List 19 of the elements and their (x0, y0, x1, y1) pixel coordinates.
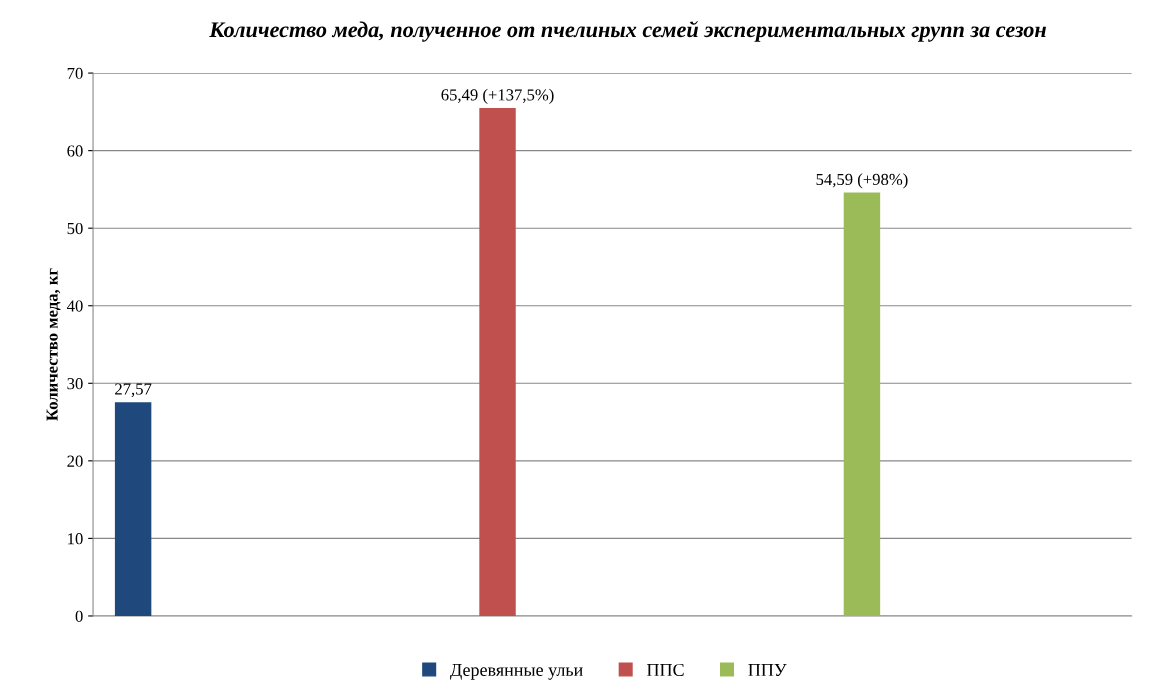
y-tick-label: 60 (67, 145, 83, 157)
data-label: 27,57 (115, 383, 152, 397)
y-tick-label: 20 (67, 455, 83, 467)
data-label: 65,49 (+137,5%) (441, 88, 554, 104)
data-label: 54,59 (+98%) (816, 173, 908, 189)
bar (843, 192, 881, 616)
chart-title: Количество меда, полученное от пчелиных семей экспериментальных групп за сезон (209, 20, 1046, 42)
y-tick-label: 30 (67, 378, 83, 390)
y-tick-label: 70 (67, 67, 83, 80)
y-tick-label: 50 (67, 222, 83, 235)
legend-label: ППС (646, 663, 684, 677)
y-axis-title: Количество меда, кг (46, 268, 61, 421)
y-tick-label: 40 (66, 300, 83, 312)
y-tick-label: 10 (68, 533, 83, 545)
bar (114, 402, 152, 616)
legend-label: ППУ (748, 664, 787, 677)
bar (479, 108, 516, 616)
y-tick-label: 0 (75, 610, 83, 622)
legend-label: Деревянные ульи (450, 664, 583, 680)
